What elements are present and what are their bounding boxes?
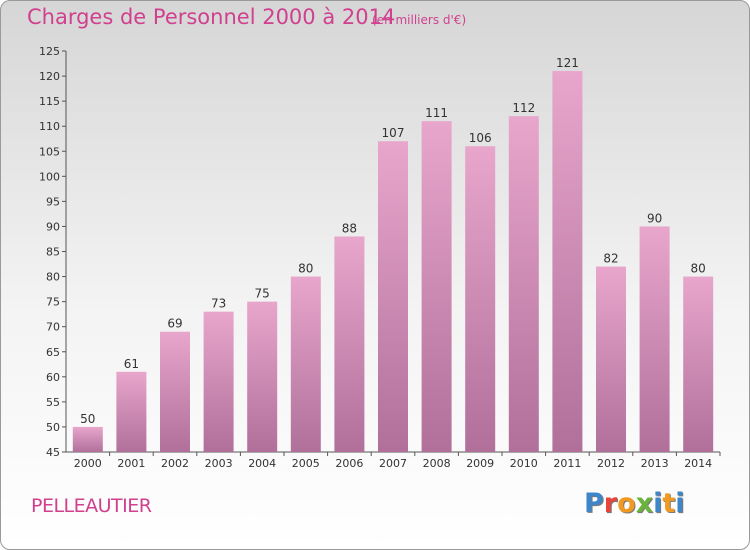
x-tick-label: 2010 <box>510 457 538 470</box>
proxiti-logo: Proxiti <box>584 488 685 519</box>
x-tick-label: 2013 <box>641 457 669 470</box>
y-tick-label: 105 <box>39 145 60 158</box>
data-label: 75 <box>255 287 270 301</box>
data-label: 50 <box>80 412 95 426</box>
data-label: 80 <box>691 262 706 276</box>
bar <box>334 236 365 452</box>
bar <box>72 426 103 452</box>
y-tick-label: 110 <box>39 120 60 133</box>
bar <box>508 116 539 452</box>
logo-letter: i <box>653 488 663 519</box>
y-tick-label: 55 <box>46 396 60 409</box>
bar <box>203 311 234 452</box>
data-label: 82 <box>603 252 618 266</box>
x-tick-label: 2011 <box>553 457 581 470</box>
x-tick-label: 2003 <box>205 457 233 470</box>
bar <box>290 276 321 452</box>
y-tick-label: 120 <box>39 70 60 83</box>
data-label: 121 <box>556 56 579 70</box>
x-tick-label: 2012 <box>597 457 625 470</box>
y-tick-label: 85 <box>46 246 60 259</box>
x-tick-label: 2001 <box>117 457 145 470</box>
logo-letter: i <box>675 488 685 519</box>
data-label: 73 <box>211 297 226 311</box>
data-label: 107 <box>382 126 405 140</box>
logo-letter: P <box>584 488 604 519</box>
data-label: 90 <box>647 211 662 225</box>
bars: 50 61 69 73 75 80 88 107 111 106 112 121 82 90 80 <box>72 56 714 453</box>
y-tick-label: 45 <box>46 446 60 459</box>
bar <box>378 141 408 452</box>
logo-letter: o <box>617 488 636 519</box>
y-tick-label: 125 <box>39 45 60 58</box>
data-label: 80 <box>298 262 313 276</box>
y-tick-label: 90 <box>46 220 60 233</box>
y-tick-label: 100 <box>39 170 60 183</box>
bar <box>160 331 190 452</box>
chart-title: Charges de Personnel 2000 à 2014 <box>27 5 396 29</box>
y-tick-label: 95 <box>46 195 60 208</box>
y-axis: 45 50 55 60 65 70 75 80 85 90 95 100 105 110 115 120 125 <box>39 45 67 459</box>
x-tick-label: 2004 <box>248 457 276 470</box>
bar <box>421 121 452 453</box>
x-tick-label: 2008 <box>423 457 451 470</box>
bar <box>247 301 278 452</box>
logo-letter: t <box>662 488 676 519</box>
logo-letter: x <box>635 488 654 519</box>
x-tick-label: 2014 <box>684 457 712 470</box>
data-label: 61 <box>124 357 139 371</box>
y-tick-label: 50 <box>46 421 60 434</box>
data-label: 69 <box>167 317 182 331</box>
bar <box>465 146 496 453</box>
x-axis: 2000 2001 2002 2003 2004 2005 2006 2007 2008 2009… <box>66 451 721 470</box>
bar <box>552 71 583 453</box>
y-tick-label: 80 <box>46 271 60 284</box>
bar <box>116 371 147 452</box>
y-tick-label: 115 <box>39 95 60 108</box>
x-tick-label: 2002 <box>161 457 189 470</box>
chart-subtitle: (en milliers d'€) <box>372 13 467 27</box>
data-label: 112 <box>512 101 535 115</box>
x-tick-label: 2005 <box>292 457 320 470</box>
x-tick-label: 2006 <box>335 457 363 470</box>
y-tick-label: 60 <box>46 371 60 384</box>
data-label: 106 <box>469 131 492 145</box>
data-label: 88 <box>342 221 357 235</box>
logo-letter: r <box>603 488 618 519</box>
bar <box>683 276 714 452</box>
data-label: 111 <box>425 106 448 120</box>
x-tick-label: 2007 <box>379 457 407 470</box>
y-tick-label: 65 <box>46 346 60 359</box>
commune-name: PELLEAUTIER <box>31 495 152 517</box>
x-tick-label: 2009 <box>466 457 494 470</box>
y-tick-label: 70 <box>46 321 60 334</box>
y-tick-label: 75 <box>46 296 60 309</box>
bar <box>639 226 670 452</box>
bar <box>596 266 626 452</box>
x-tick-label: 2000 <box>74 457 102 470</box>
